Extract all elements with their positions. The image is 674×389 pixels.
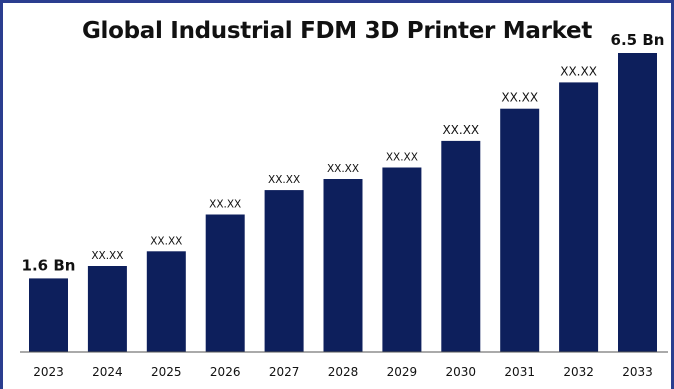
x-tick-label-2026: 2026 <box>210 365 241 379</box>
data-label-2026: XX.XX <box>209 199 241 211</box>
x-tick-label-2032: 2032 <box>563 365 594 379</box>
bar-2032 <box>559 82 599 353</box>
data-label-2027: XX.XX <box>268 174 300 186</box>
data-label-2028: XX.XX <box>327 163 359 175</box>
chart-title: Global Industrial FDM 3D Printer Market <box>81 18 593 44</box>
bar-2027 <box>264 190 304 352</box>
x-tick-labels-group: 2023 2024 2025 2026 2027 2028 2029 2030 2031 2032… <box>33 365 653 379</box>
data-label-2031: XX.XX <box>501 91 538 105</box>
x-tick-label-2024: 2024 <box>92 365 123 379</box>
bar-2023 <box>29 278 68 352</box>
data-label-2029: XX.XX <box>386 152 418 164</box>
bar-2033 <box>618 53 657 352</box>
bar-2025 <box>146 251 186 352</box>
data-label-2033: 6.5 Bn <box>611 31 665 49</box>
bar-2031 <box>500 108 540 352</box>
x-tick-label-2027: 2027 <box>269 365 300 379</box>
x-tick-label-2028: 2028 <box>328 365 359 379</box>
data-label-2023: 1.6 Bn <box>22 256 76 274</box>
bar-2028 <box>323 179 363 352</box>
bar-2029 <box>382 167 422 352</box>
x-tick-label-2025: 2025 <box>151 365 182 379</box>
data-label-2024: XX.XX <box>91 250 123 262</box>
x-tick-label-2031: 2031 <box>504 365 535 379</box>
bars-group <box>29 53 657 353</box>
data-label-2025: XX.XX <box>150 235 182 247</box>
x-tick-label-2033: 2033 <box>622 365 653 379</box>
frame-top-border <box>0 0 674 3</box>
frame-left-border <box>0 0 3 389</box>
bar-2030 <box>441 140 481 352</box>
x-tick-label-2029: 2029 <box>387 365 418 379</box>
data-label-2030: XX.XX <box>442 123 479 137</box>
bar-2026 <box>205 214 245 352</box>
frame-right-border <box>671 0 674 389</box>
data-labels-group: 1.6 Bn XX.XX XX.XX XX.XX XX.XX XX.XX XX.XX XX.X… <box>22 31 665 274</box>
x-tick-label-2023: 2023 <box>33 365 64 379</box>
x-tick-label-2030: 2030 <box>446 365 477 379</box>
data-label-2032: XX.XX <box>560 64 597 78</box>
bar-2024 <box>87 266 127 352</box>
